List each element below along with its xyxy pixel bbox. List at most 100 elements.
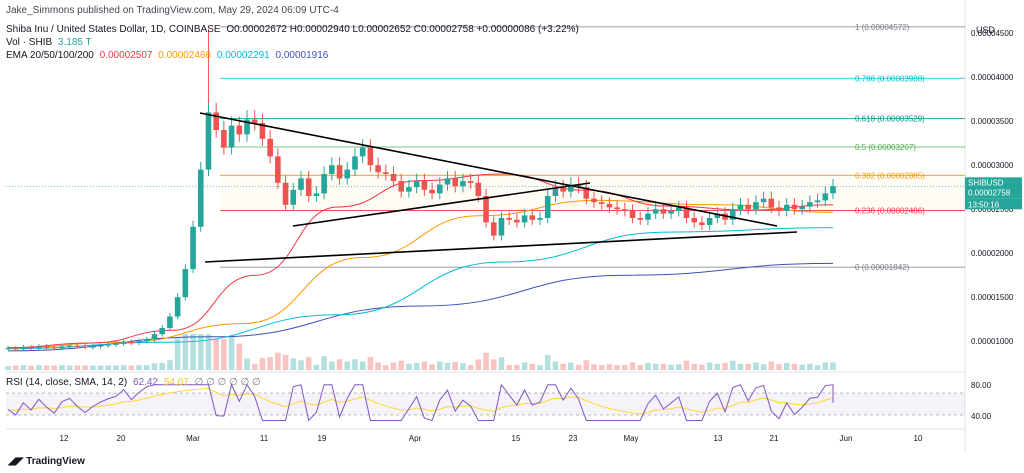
candle-body: [344, 169, 351, 179]
candle-body: [606, 203, 613, 208]
candle-body: [113, 343, 119, 345]
volume-bar: [120, 365, 127, 370]
volume-bar: [197, 334, 204, 370]
candle-body: [683, 207, 690, 218]
date-tick-label: 21: [770, 434, 779, 443]
volume-bars: [5, 334, 836, 370]
volume-bar: [645, 362, 651, 370]
publisher-line: Jake_Simmons published on TradingView.co…: [6, 5, 339, 16]
date-tick-label: Jun: [840, 434, 853, 443]
candle-body: [367, 147, 374, 166]
ema-label[interactable]: EMA 20/50/100/200: [6, 50, 94, 61]
candle-body: [336, 165, 343, 179]
volume-bar: [830, 362, 836, 370]
trendline-upper-resistance: [199, 112, 778, 227]
grid: [6, 0, 966, 452]
candle-body: [159, 328, 166, 335]
volume-label[interactable]: Vol · SHIB: [6, 37, 53, 48]
volume-bar: [12, 365, 19, 370]
date-tick-label: 10: [914, 434, 923, 443]
candle-body: [483, 196, 489, 223]
candle-body: [120, 342, 127, 344]
fibonacci-levels: 1 (0.00004572) 0.786 (0.00003988) 0.618 (0…: [220, 23, 965, 272]
candle-body: [529, 215, 536, 220]
rsi-tick-label: 80.00: [971, 381, 992, 390]
volume-bar: [336, 359, 343, 370]
candle-body: [436, 184, 443, 194]
volume-bar: [575, 364, 582, 370]
fib-zone: [220, 175, 965, 211]
candle-body: [97, 345, 104, 347]
volume-bar: [321, 356, 327, 370]
volume-bar: [753, 362, 759, 370]
date-axis: 12 20 Mar 11 19 Apr 15 23 May 13 21 Jun 10: [60, 434, 923, 443]
last-price-badge: [965, 177, 1022, 199]
volume-bar: [406, 363, 412, 370]
candle-body: [490, 222, 497, 236]
candle-body: [20, 347, 27, 350]
candle-body: [375, 165, 381, 173]
candlesticks: [5, 28, 836, 352]
rsi-ma-value: 54.07: [163, 377, 189, 388]
volume-bar: [737, 363, 744, 370]
volume-bar: [467, 365, 474, 370]
volume-bar: [822, 362, 829, 370]
volume-bar: [259, 358, 266, 370]
candle-body: [652, 209, 659, 214]
candle-body: [251, 119, 258, 123]
volume-bar: [167, 360, 173, 370]
volume-bar: [275, 352, 281, 370]
volume-bar: [791, 363, 798, 370]
volume-bar: [66, 365, 73, 370]
symbol-title[interactable]: Shiba Inu / United States Dollar, 1D, CO…: [6, 24, 221, 35]
volume-bar: [151, 363, 158, 370]
candle-body: [629, 210, 636, 218]
candle-body: [753, 202, 759, 210]
rsi-line: [7, 383, 834, 422]
candle-body: [699, 222, 705, 226]
ohlc-values: O0.00002672 H0.00002940 L0.00002652 C0.0…: [226, 24, 579, 35]
candle-body: [421, 181, 428, 190]
candle-body: [768, 198, 775, 208]
candle-body: [228, 125, 235, 148]
volume-bar: [668, 364, 674, 370]
price-tick-label: 0.00004500: [971, 29, 1014, 38]
rsi-label[interactable]: RSI (14, close, SMA, 14, 2): [6, 377, 128, 388]
volume-bar: [622, 365, 628, 370]
fib-level-label: 0.786 (0.00003988): [855, 74, 925, 83]
candle-body: [197, 169, 204, 227]
volume-bar: [390, 362, 397, 370]
volume-bar: [143, 365, 150, 370]
candle-body: [807, 202, 813, 207]
candle-body: [452, 178, 458, 187]
candle-body: [151, 334, 158, 340]
trendlines[interactable]: [199, 112, 798, 263]
candle-body: [90, 346, 96, 348]
candle-body: [552, 187, 559, 196]
date-tick-label: 11: [260, 434, 269, 443]
volume-bar: [614, 365, 620, 370]
volume-bar: [768, 361, 775, 370]
volume-bar: [460, 363, 466, 370]
tradingview-logo[interactable]: ◢◤ TradingView: [8, 456, 85, 467]
volume-bar: [498, 357, 505, 370]
volume-bar: [352, 359, 358, 370]
volume-bar: [514, 364, 520, 370]
volume-bar: [344, 361, 351, 370]
volume-bar: [714, 363, 721, 370]
candle-body: [799, 206, 805, 210]
volume-bar: [51, 365, 58, 370]
volume-bar: [174, 338, 181, 370]
volume-bar: [660, 363, 667, 370]
volume-bar: [521, 362, 528, 370]
candle-body: [267, 138, 273, 157]
candle-body: [313, 193, 320, 196]
candle-body: [514, 219, 520, 223]
volume-bar: [706, 362, 713, 370]
price-tick-label: 0.00003000: [971, 161, 1014, 170]
ema20-value: 0.00002507: [99, 50, 153, 61]
date-tick-label: Mar: [186, 434, 200, 443]
candle-body: [475, 182, 482, 196]
rsi-tick-label: 40.00: [971, 412, 992, 421]
